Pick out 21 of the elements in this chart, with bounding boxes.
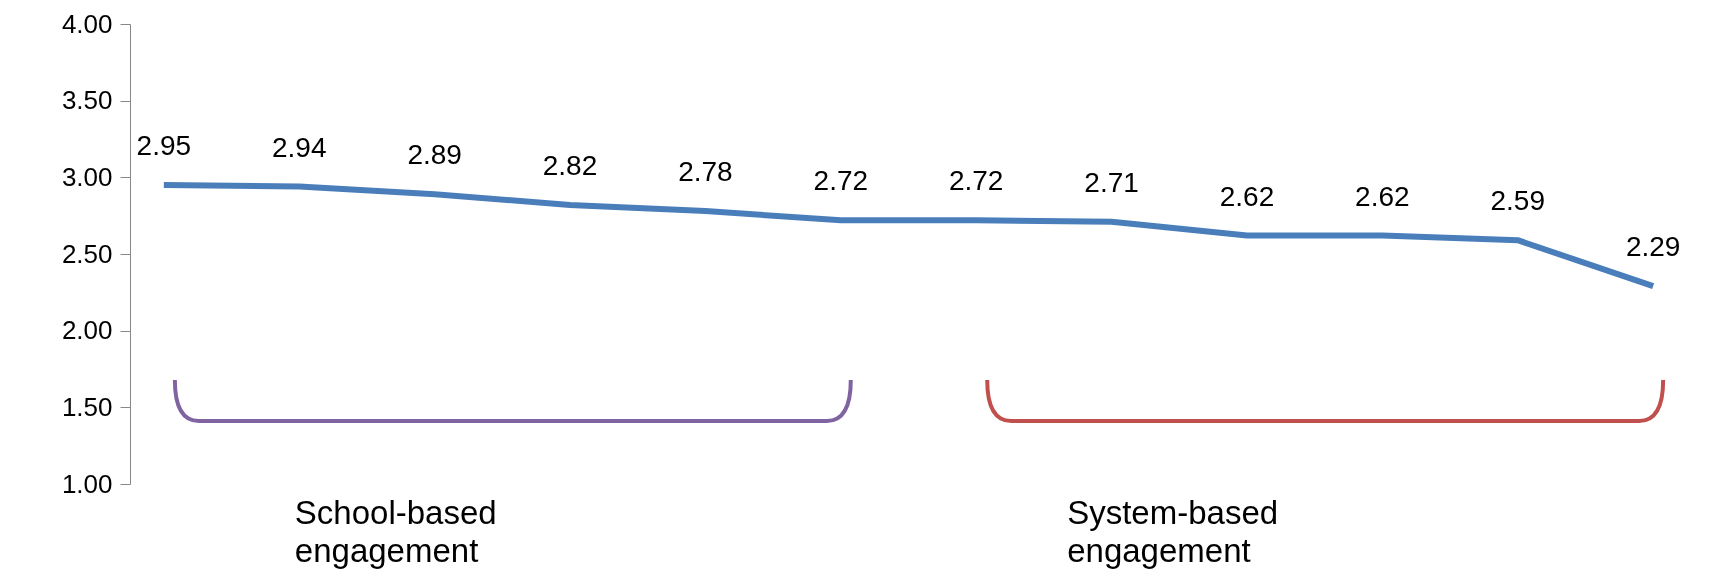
data-label: 2.62 — [1355, 180, 1410, 212]
data-label: 2.95 — [136, 130, 192, 161]
y-tick-label: 1.00 — [61, 468, 113, 499]
y-tick-label: 1.50 — [61, 391, 113, 422]
y-tick-label: 3.00 — [61, 161, 113, 192]
data-label: 2.94 — [271, 131, 327, 163]
data-label: 2.78 — [678, 156, 733, 188]
y-tick-label: 3.50 — [61, 85, 113, 116]
text: System-based engagement — [1067, 494, 1280, 570]
data-label: 2.82 — [542, 149, 598, 181]
data-label: 2.59 — [1490, 185, 1546, 217]
text: School-based engagement — [294, 494, 498, 570]
data-label: 2.72 — [813, 165, 869, 197]
y-tick-label: 2.50 — [61, 238, 113, 269]
data-label: 2.62 — [1219, 180, 1275, 212]
data-label: 2.29 — [1625, 231, 1681, 263]
y-tick-label: 4.00 — [61, 8, 113, 39]
data-label: 2.89 — [407, 139, 462, 171]
y-tick-label: 2.00 — [61, 315, 113, 346]
data-label: 2.71 — [1084, 166, 1139, 198]
data-label: 2.72 — [948, 165, 1004, 197]
